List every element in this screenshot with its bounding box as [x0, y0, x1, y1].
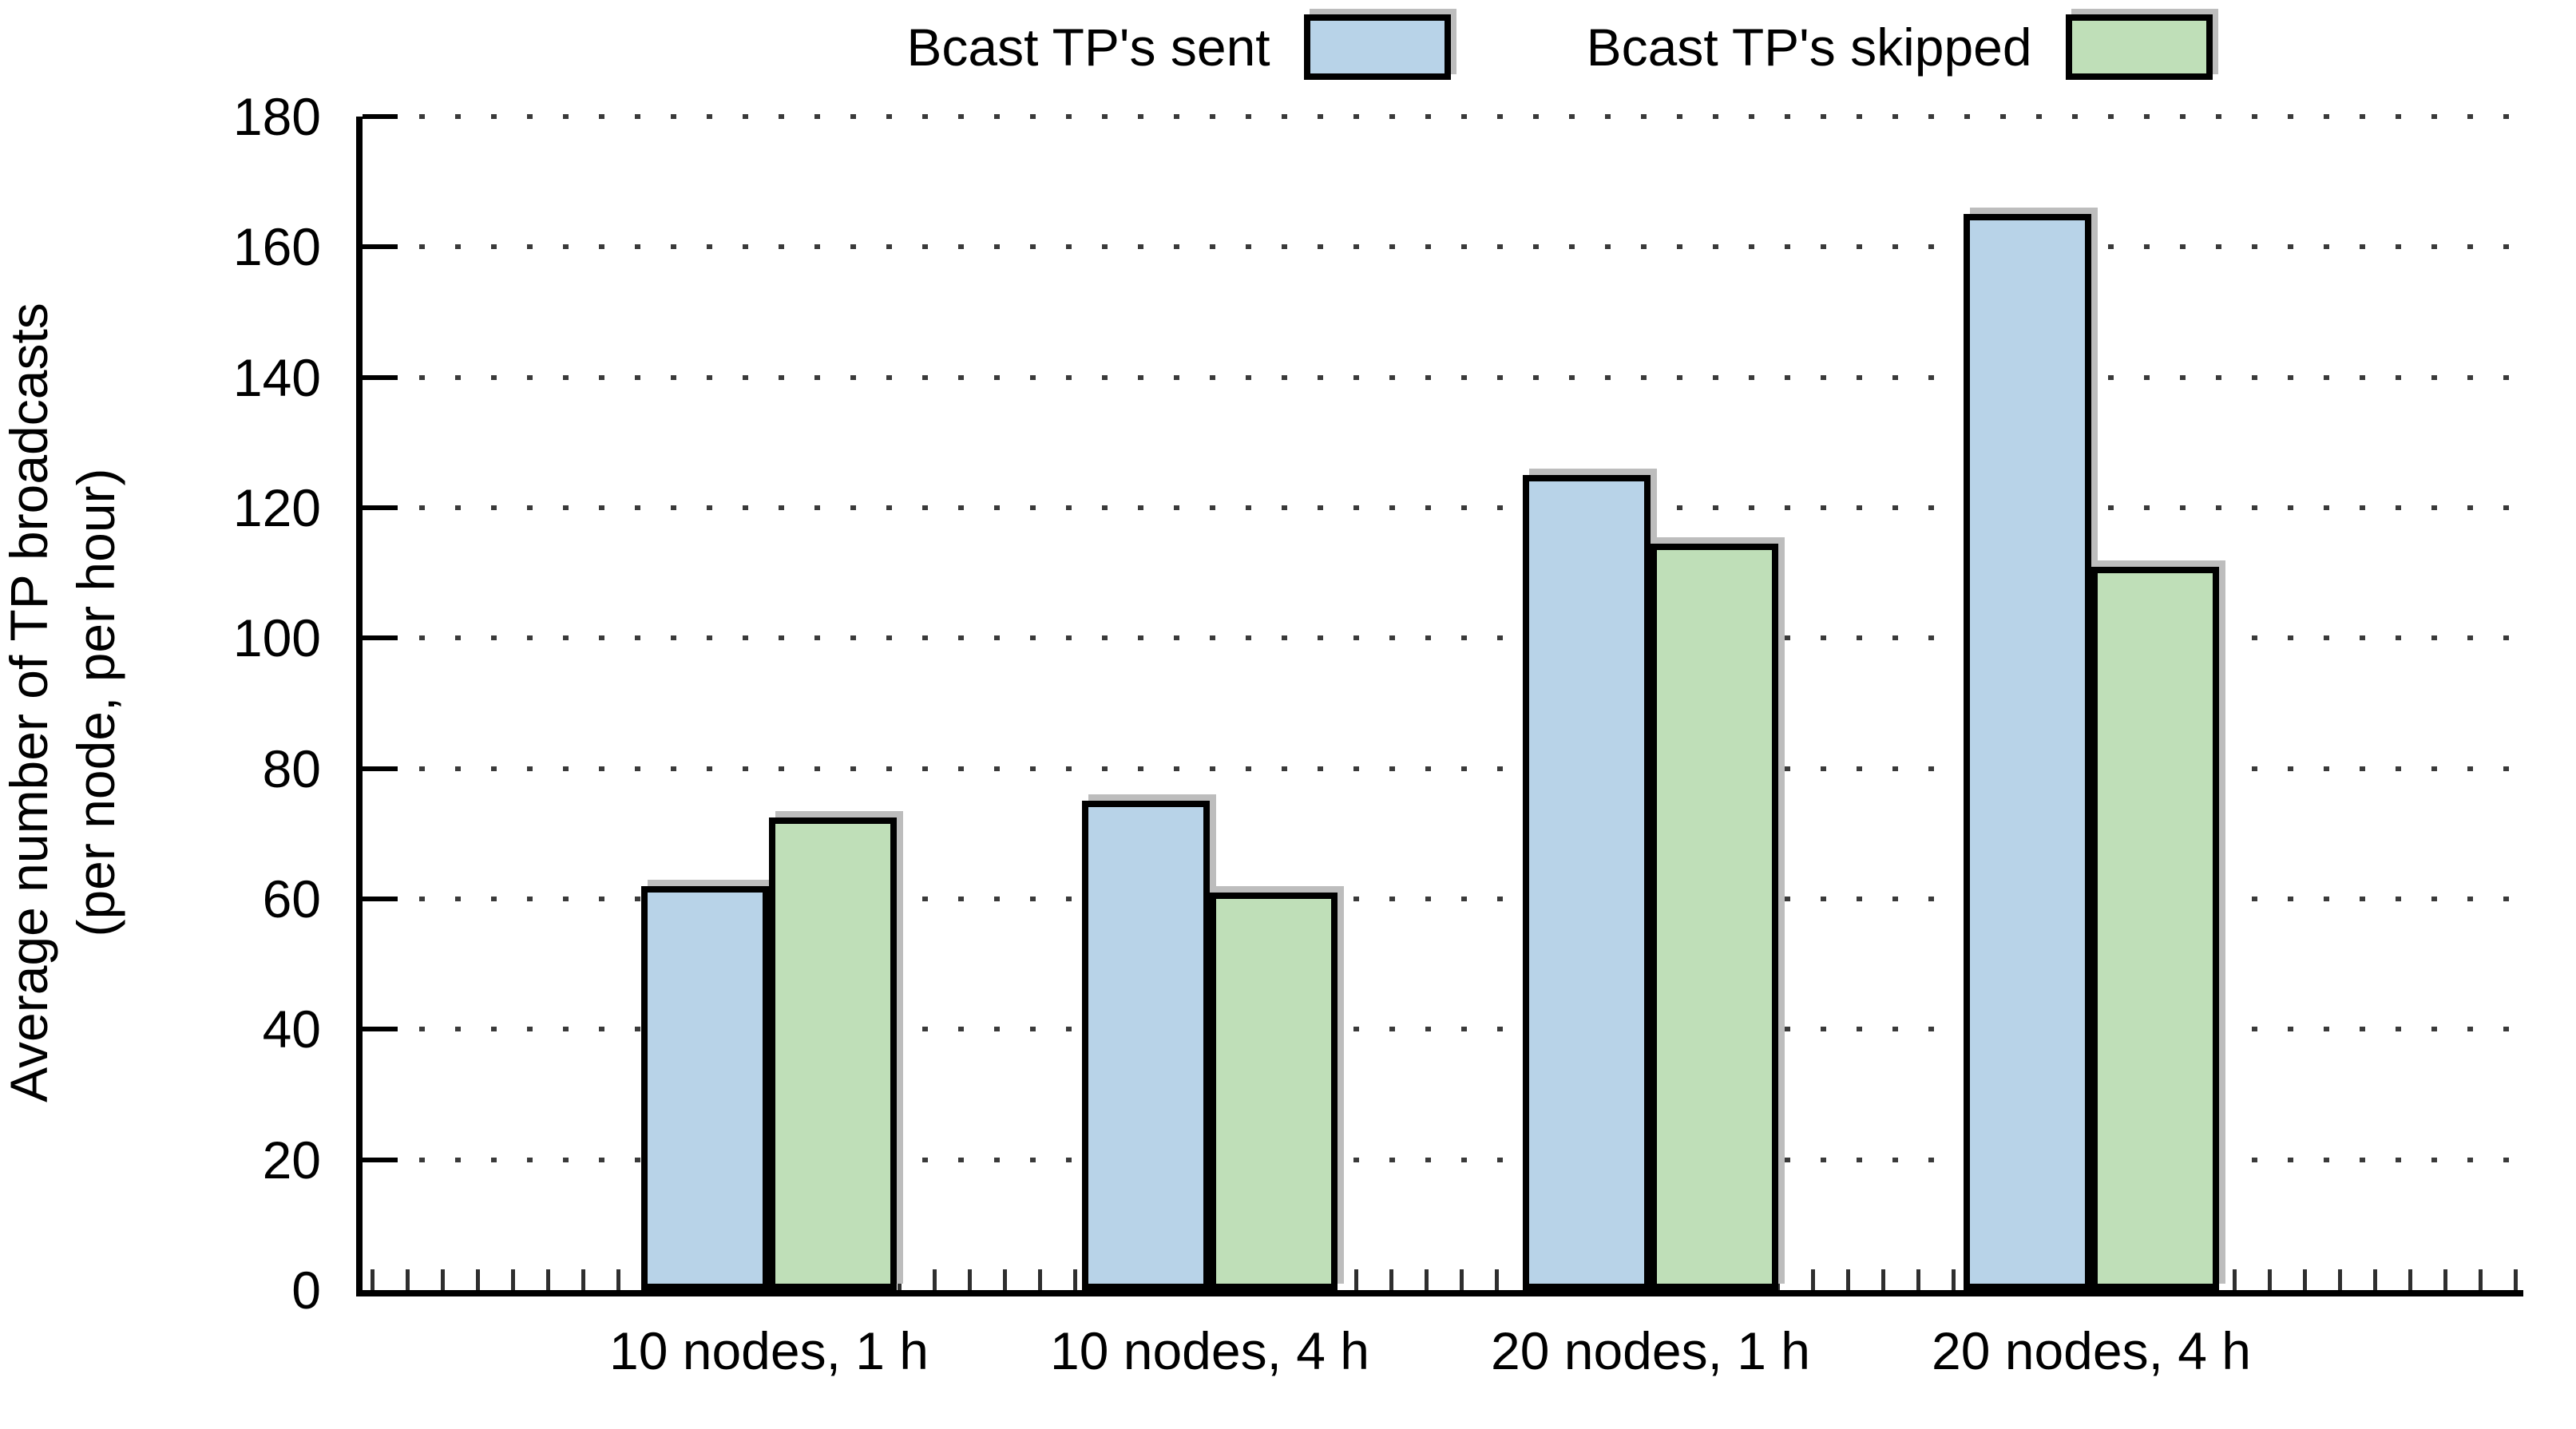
- y-grid-line: [383, 897, 2523, 901]
- y-tick-mark: [363, 635, 398, 640]
- bar-sent: [1964, 214, 2091, 1290]
- y-tick-label: 20: [262, 1130, 321, 1190]
- plot-area: [356, 114, 2523, 1296]
- y-tick-mark: [363, 1027, 398, 1031]
- legend-label-skipped: Bcast TP's skipped: [1586, 18, 2032, 77]
- plot-inner: [363, 114, 2523, 1290]
- y-grid-line: [383, 114, 2523, 119]
- bar-sent: [641, 886, 769, 1290]
- y-grid-line: [383, 1027, 2523, 1031]
- y-tick-mark: [363, 1158, 398, 1162]
- y-grid-line: [383, 635, 2523, 640]
- y-tick-mark: [363, 114, 398, 119]
- x-tick-label: 20 nodes, 4 h: [1932, 1321, 2251, 1380]
- y-tick-label: 60: [262, 869, 321, 928]
- y-tick-label: 140: [232, 348, 321, 407]
- y-tick-label: 0: [291, 1261, 321, 1320]
- x-tick-label: 20 nodes, 1 h: [1491, 1321, 1810, 1380]
- y-tick-mark: [363, 244, 398, 249]
- y-tick-label: 160: [232, 217, 321, 276]
- x-tick-label: 10 nodes, 4 h: [1050, 1321, 1369, 1380]
- legend-swatch-skipped-icon: [2065, 14, 2213, 80]
- y-axis-title-line1: Average number of TP broadcasts: [0, 303, 58, 1102]
- y-grid-line: [383, 1158, 2523, 1162]
- bar-skipped: [1210, 893, 1338, 1290]
- y-tick-mark: [363, 766, 398, 771]
- y-tick-label: 40: [262, 1000, 321, 1059]
- y-tick-mark: [363, 375, 398, 380]
- y-tick-label: 100: [232, 608, 321, 667]
- legend-label-sent: Bcast TP's sent: [906, 18, 1270, 77]
- bar-sent: [1082, 801, 1210, 1290]
- bar-skipped: [2091, 567, 2219, 1290]
- y-tick-label: 80: [262, 739, 321, 798]
- legend: Bcast TP's sent Bcast TP's skipped: [271, 14, 2576, 80]
- y-tick-label: 120: [232, 478, 321, 537]
- legend-item-skipped: Bcast TP's skipped: [1587, 14, 2213, 80]
- bar-skipped: [769, 817, 897, 1290]
- bar-skipped: [1651, 544, 1778, 1290]
- y-tick-mark: [363, 897, 398, 901]
- y-grid-line: [383, 244, 2523, 249]
- y-tick-mark: [363, 505, 398, 510]
- y-tick-label: 180: [232, 87, 321, 146]
- y-grid-line: [383, 505, 2523, 510]
- y-grid-line: [383, 766, 2523, 771]
- legend-swatch-sent-icon: [1303, 14, 1451, 80]
- legend-item-sent: Bcast TP's sent: [906, 14, 1451, 80]
- y-grid-line: [383, 375, 2523, 380]
- bar-sent: [1523, 475, 1651, 1290]
- x-tick-label: 10 nodes, 1 h: [609, 1321, 929, 1380]
